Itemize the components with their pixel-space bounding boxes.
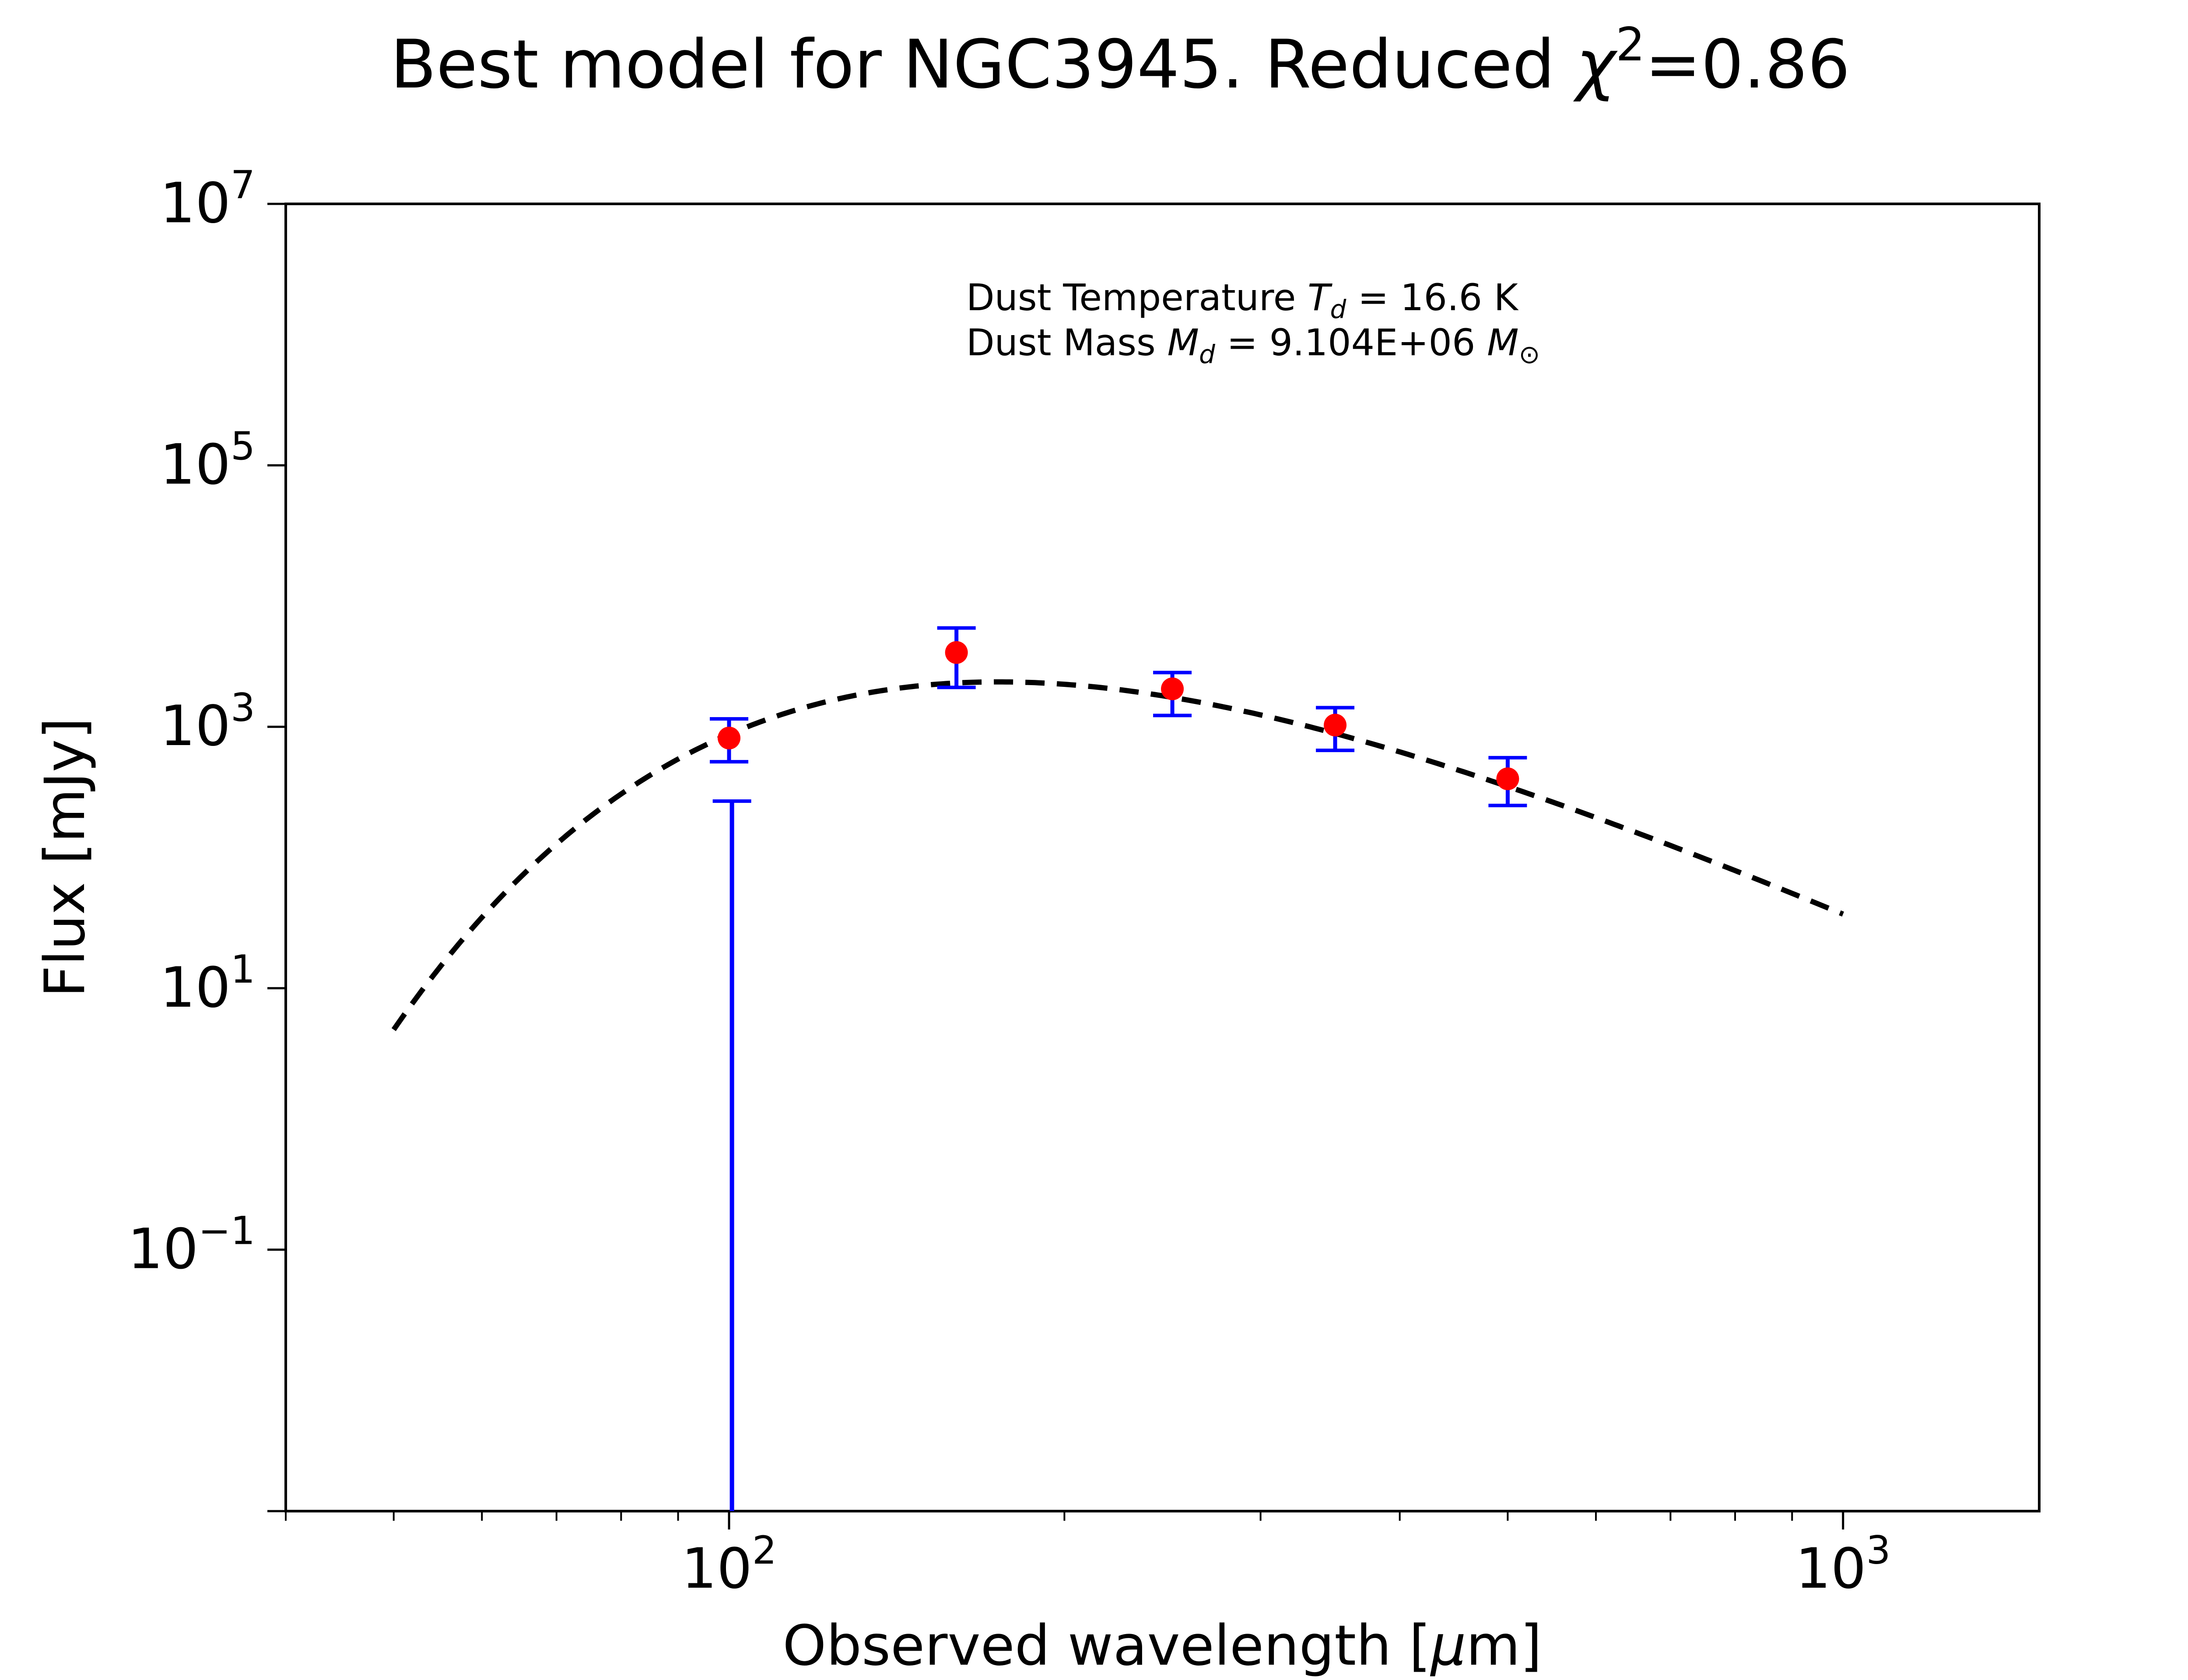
y-tick-label: 105	[160, 424, 255, 497]
data-point	[1161, 677, 1184, 700]
title-main: Best model for NGC3945. Reduced	[390, 26, 1576, 104]
annotation-mass: Dust Mass Md = 9.104E+06 M⊙	[966, 321, 1540, 369]
title-chi: χ	[1573, 26, 1618, 104]
points-layer	[710, 626, 1527, 1511]
chart-title: Best model for NGC3945. Reduced χ2=0.86	[390, 18, 1850, 104]
title-tail: =0.86	[1645, 26, 1850, 104]
plot-frame	[284, 203, 2041, 1512]
data-point	[1496, 767, 1519, 791]
x-axis-label: Observed wavelength [μm]	[782, 1613, 1542, 1678]
model-layer	[391, 679, 1844, 1031]
y-axis-label: Flux [mJy]	[32, 718, 97, 998]
x-tick-label: 102	[681, 1528, 777, 1601]
x-tick-label: 103	[1795, 1528, 1891, 1601]
data-point	[945, 641, 968, 664]
data-point	[718, 726, 741, 749]
annotation-temperature: Dust Temperature Td = 16.6 K	[966, 276, 1519, 324]
axes-layer: 102 103 10−1 101 103 105 107	[128, 162, 1891, 1601]
y-tick-label: 103	[160, 685, 255, 758]
data-point	[1324, 714, 1347, 737]
y-tick-label: 107	[160, 162, 255, 235]
title-superscript: 2	[1616, 18, 1645, 71]
y-tick-label: 101	[160, 947, 255, 1020]
y-tick-label: 10−1	[128, 1208, 255, 1281]
model-curve	[391, 679, 1844, 1031]
